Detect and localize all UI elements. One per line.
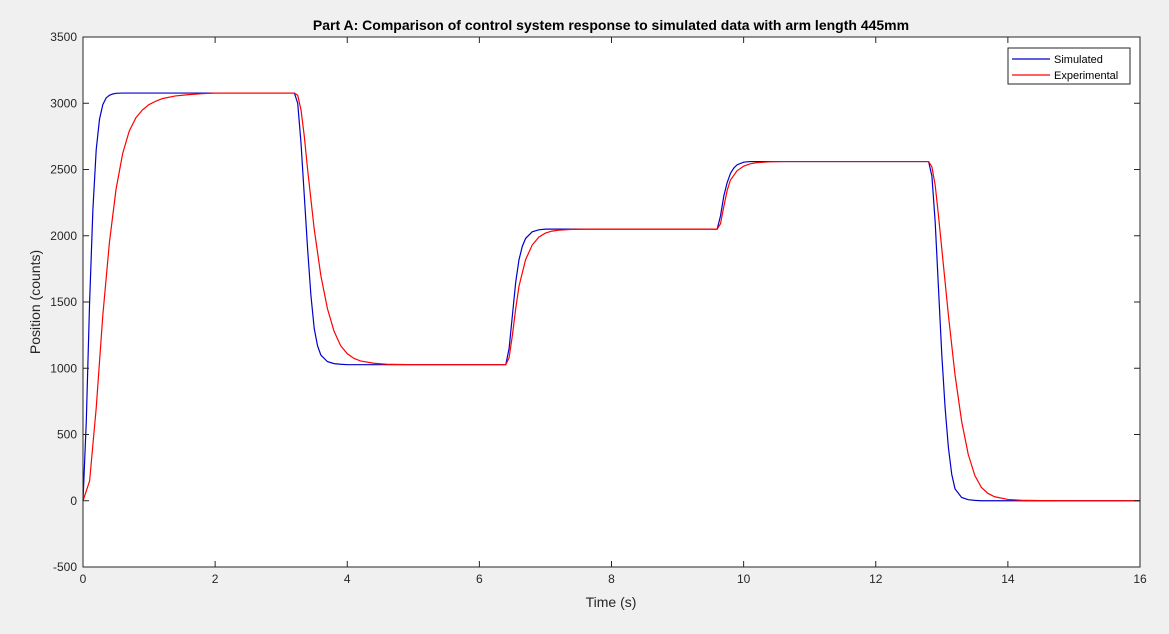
x-tick-label: 8 xyxy=(608,572,615,586)
x-tick-label: 14 xyxy=(1001,572,1015,586)
x-tick-label: 6 xyxy=(476,572,483,586)
x-tick-label: 10 xyxy=(737,572,751,586)
chart-title: Part A: Comparison of control system res… xyxy=(313,17,909,33)
x-tick-label: 2 xyxy=(212,572,219,586)
y-tick-label: 1000 xyxy=(50,361,77,375)
legend-label-experimental: Experimental xyxy=(1054,70,1118,82)
series-line-simulated xyxy=(82,92,1140,502)
y-tick-label: 0 xyxy=(70,494,77,508)
series-line-experimental xyxy=(82,92,1140,502)
series-layer xyxy=(82,92,1140,502)
y-tick-label: 3500 xyxy=(50,30,77,44)
y-axis-label: Position (counts) xyxy=(27,250,43,354)
y-axis: -500 0 500 1000 1500 2000 2500 3000 3500 xyxy=(50,30,1140,574)
y-tick-label: 2000 xyxy=(50,229,77,243)
legend-box xyxy=(1007,47,1131,85)
y-tick-label: 2500 xyxy=(50,163,77,177)
y-tick-label: -500 xyxy=(53,560,77,574)
y-tick-label: 3000 xyxy=(50,96,77,110)
legend-label-simulated: Simulated xyxy=(1054,54,1103,66)
legend[interactable]: Simulated Experimental xyxy=(1007,47,1131,85)
y-tick-label: 1500 xyxy=(50,295,77,309)
x-tick-label: 16 xyxy=(1133,572,1147,586)
x-tick-label: 12 xyxy=(869,572,883,586)
x-tick-label: 4 xyxy=(344,572,351,586)
plot-area xyxy=(83,37,1140,567)
y-tick-label: 500 xyxy=(57,428,77,442)
x-axis: 0 2 4 6 8 10 12 14 16 xyxy=(80,37,1147,586)
x-tick-label: 0 xyxy=(80,572,87,586)
x-axis-label: Time (s) xyxy=(586,594,637,610)
